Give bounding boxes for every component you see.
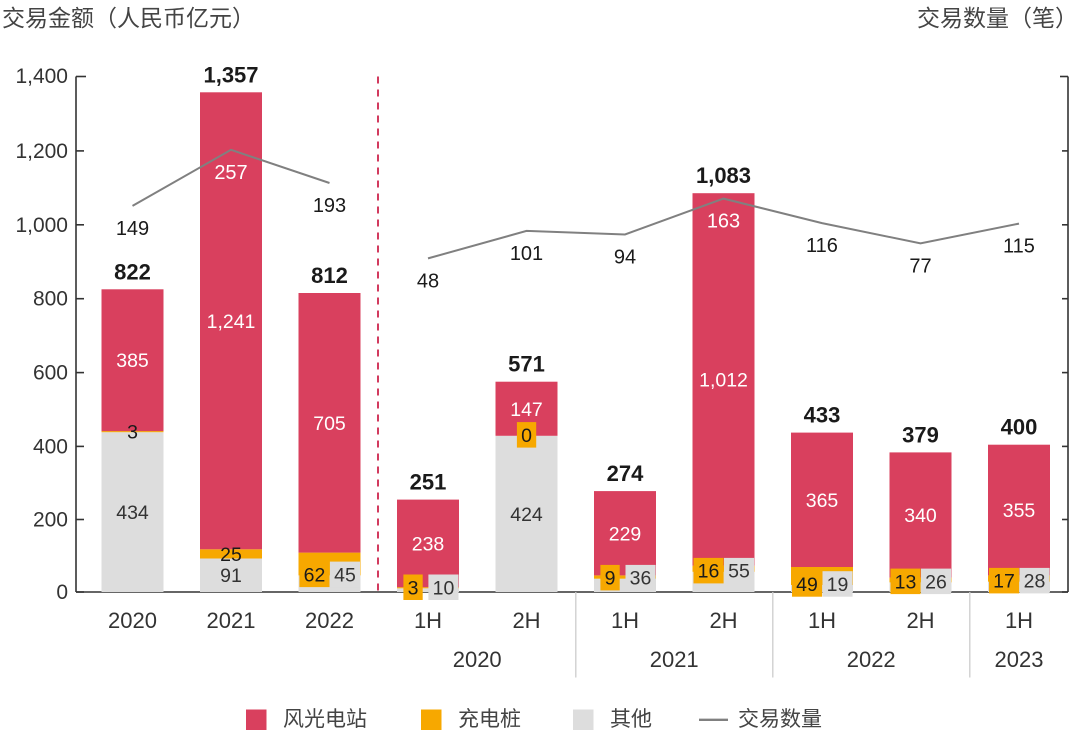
svg-text:434: 434	[116, 502, 149, 524]
svg-text:424: 424	[510, 504, 543, 526]
svg-text:风光电站: 风光电站	[283, 708, 367, 731]
svg-text:1H: 1H	[611, 608, 639, 633]
svg-text:2020: 2020	[453, 647, 502, 672]
svg-text:800: 800	[33, 288, 68, 311]
svg-text:1H: 1H	[414, 608, 442, 633]
svg-text:400: 400	[1001, 415, 1038, 440]
svg-text:13: 13	[895, 571, 917, 593]
svg-text:400: 400	[33, 435, 68, 458]
svg-text:55: 55	[728, 561, 750, 583]
svg-text:1H: 1H	[1005, 608, 1033, 633]
svg-text:1,200: 1,200	[15, 140, 68, 163]
svg-text:16: 16	[698, 561, 720, 583]
svg-text:2021: 2021	[207, 608, 256, 633]
svg-text:91: 91	[220, 565, 242, 587]
svg-text:116: 116	[806, 235, 838, 257]
svg-text:3: 3	[408, 577, 419, 599]
svg-text:365: 365	[806, 490, 839, 512]
svg-text:25: 25	[220, 544, 242, 566]
svg-text:其他: 其他	[610, 708, 652, 731]
svg-text:1H: 1H	[808, 608, 836, 633]
svg-text:2023: 2023	[995, 647, 1044, 672]
svg-text:379: 379	[902, 422, 939, 447]
svg-text:2022: 2022	[847, 647, 896, 672]
svg-text:2021: 2021	[650, 647, 699, 672]
svg-text:200: 200	[33, 509, 68, 532]
svg-text:交易数量: 交易数量	[738, 708, 822, 731]
svg-text:238: 238	[412, 533, 445, 555]
svg-text:822: 822	[114, 259, 151, 284]
svg-text:571: 571	[508, 352, 545, 377]
svg-text:229: 229	[609, 523, 642, 545]
svg-text:251: 251	[410, 470, 447, 495]
svg-text:385: 385	[116, 350, 149, 372]
svg-text:0: 0	[56, 581, 68, 604]
svg-text:1,241: 1,241	[207, 311, 256, 333]
svg-text:10: 10	[433, 577, 455, 599]
svg-text:1,083: 1,083	[696, 163, 751, 188]
svg-text:94: 94	[614, 247, 636, 269]
svg-text:147: 147	[510, 399, 543, 421]
svg-text:62: 62	[304, 564, 326, 586]
svg-text:2H: 2H	[906, 608, 934, 633]
svg-text:0: 0	[521, 425, 532, 447]
svg-text:2022: 2022	[305, 608, 354, 633]
svg-text:1,012: 1,012	[699, 370, 748, 392]
svg-text:340: 340	[904, 505, 937, 527]
svg-text:115: 115	[1003, 236, 1035, 258]
svg-text:26: 26	[925, 571, 947, 593]
svg-text:1,357: 1,357	[203, 62, 258, 87]
svg-text:274: 274	[607, 461, 644, 486]
svg-text:355: 355	[1003, 500, 1036, 522]
svg-text:充电桩: 充电桩	[458, 708, 521, 731]
svg-text:48: 48	[417, 270, 439, 292]
svg-text:812: 812	[311, 263, 348, 288]
svg-text:257: 257	[214, 162, 247, 184]
svg-text:600: 600	[33, 362, 68, 385]
svg-text:36: 36	[630, 568, 652, 590]
svg-text:149: 149	[116, 218, 149, 240]
svg-text:交易数量（笔）: 交易数量（笔）	[917, 5, 1078, 31]
svg-text:交易金额（人民币亿元）: 交易金额（人民币亿元）	[2, 5, 255, 31]
svg-text:2H: 2H	[512, 608, 540, 633]
svg-text:28: 28	[1024, 571, 1046, 593]
svg-text:433: 433	[804, 403, 841, 428]
svg-text:17: 17	[993, 571, 1015, 593]
svg-text:49: 49	[796, 574, 818, 596]
svg-text:1,400: 1,400	[15, 65, 68, 88]
svg-text:3: 3	[127, 422, 138, 444]
svg-text:9: 9	[605, 568, 616, 590]
svg-text:101: 101	[510, 243, 543, 265]
svg-text:705: 705	[313, 413, 346, 435]
svg-text:1,000: 1,000	[15, 214, 68, 237]
svg-text:193: 193	[313, 195, 346, 217]
svg-text:19: 19	[827, 574, 849, 596]
svg-text:163: 163	[707, 211, 740, 233]
svg-text:2020: 2020	[108, 608, 157, 633]
svg-text:2H: 2H	[709, 608, 737, 633]
svg-text:77: 77	[909, 255, 931, 277]
svg-text:45: 45	[334, 564, 356, 586]
